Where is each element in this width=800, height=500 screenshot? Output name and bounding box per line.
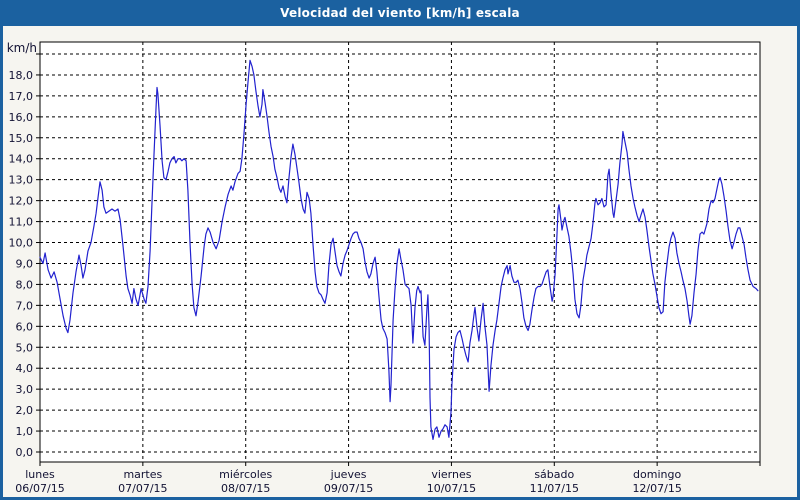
y-axis-label: 15,0: [9, 132, 34, 145]
y-axis-label: 8,0: [16, 278, 34, 291]
y-axis-label: 17,0: [9, 90, 34, 103]
day-label: domingo: [633, 468, 681, 481]
y-axis-label: 12,0: [9, 195, 34, 208]
day-label: miércoles: [219, 468, 272, 481]
day-label: lunes: [25, 468, 55, 481]
y-axis-label: 1,0: [16, 425, 34, 438]
y-axis-label: 2,0: [16, 404, 34, 417]
y-axis-label: 16,0: [9, 111, 34, 124]
y-axis-label: 0,0: [16, 446, 34, 459]
date-label: 08/07/15: [221, 482, 270, 495]
y-axis-label: 3,0: [16, 383, 34, 396]
y-axis-label: 14,0: [9, 153, 34, 166]
day-label: martes: [123, 468, 162, 481]
y-axis-label: 9,0: [16, 257, 34, 270]
y-axis-label: 13,0: [9, 174, 34, 187]
date-label: 07/07/15: [118, 482, 167, 495]
y-axis-label: 5,0: [16, 341, 34, 354]
date-label: 09/07/15: [324, 482, 373, 495]
day-label: viernes: [431, 468, 471, 481]
y-axis-label: 11,0: [9, 216, 34, 229]
day-label: sábado: [534, 468, 574, 481]
y-axis-label: 18,0: [9, 69, 34, 82]
window-titlebar[interactable]: Velocidad del viento [km/h] escala: [0, 0, 800, 26]
y-axis-label: 4,0: [16, 362, 34, 375]
y-axis-label: 6,0: [16, 320, 34, 333]
date-label: 06/07/15: [15, 482, 64, 495]
window-title: Velocidad del viento [km/h] escala: [280, 6, 520, 20]
date-label: 10/07/15: [427, 482, 476, 495]
wind-speed-line: [39, 59, 759, 440]
y-axis-label: 7,0: [16, 299, 34, 312]
date-label: 11/07/15: [530, 482, 579, 495]
y-axis-label: 10,0: [9, 237, 34, 250]
day-label: jueves: [330, 468, 367, 481]
date-label: 12/07/15: [632, 482, 681, 495]
y-axis-unit-label: km/h: [7, 41, 37, 55]
